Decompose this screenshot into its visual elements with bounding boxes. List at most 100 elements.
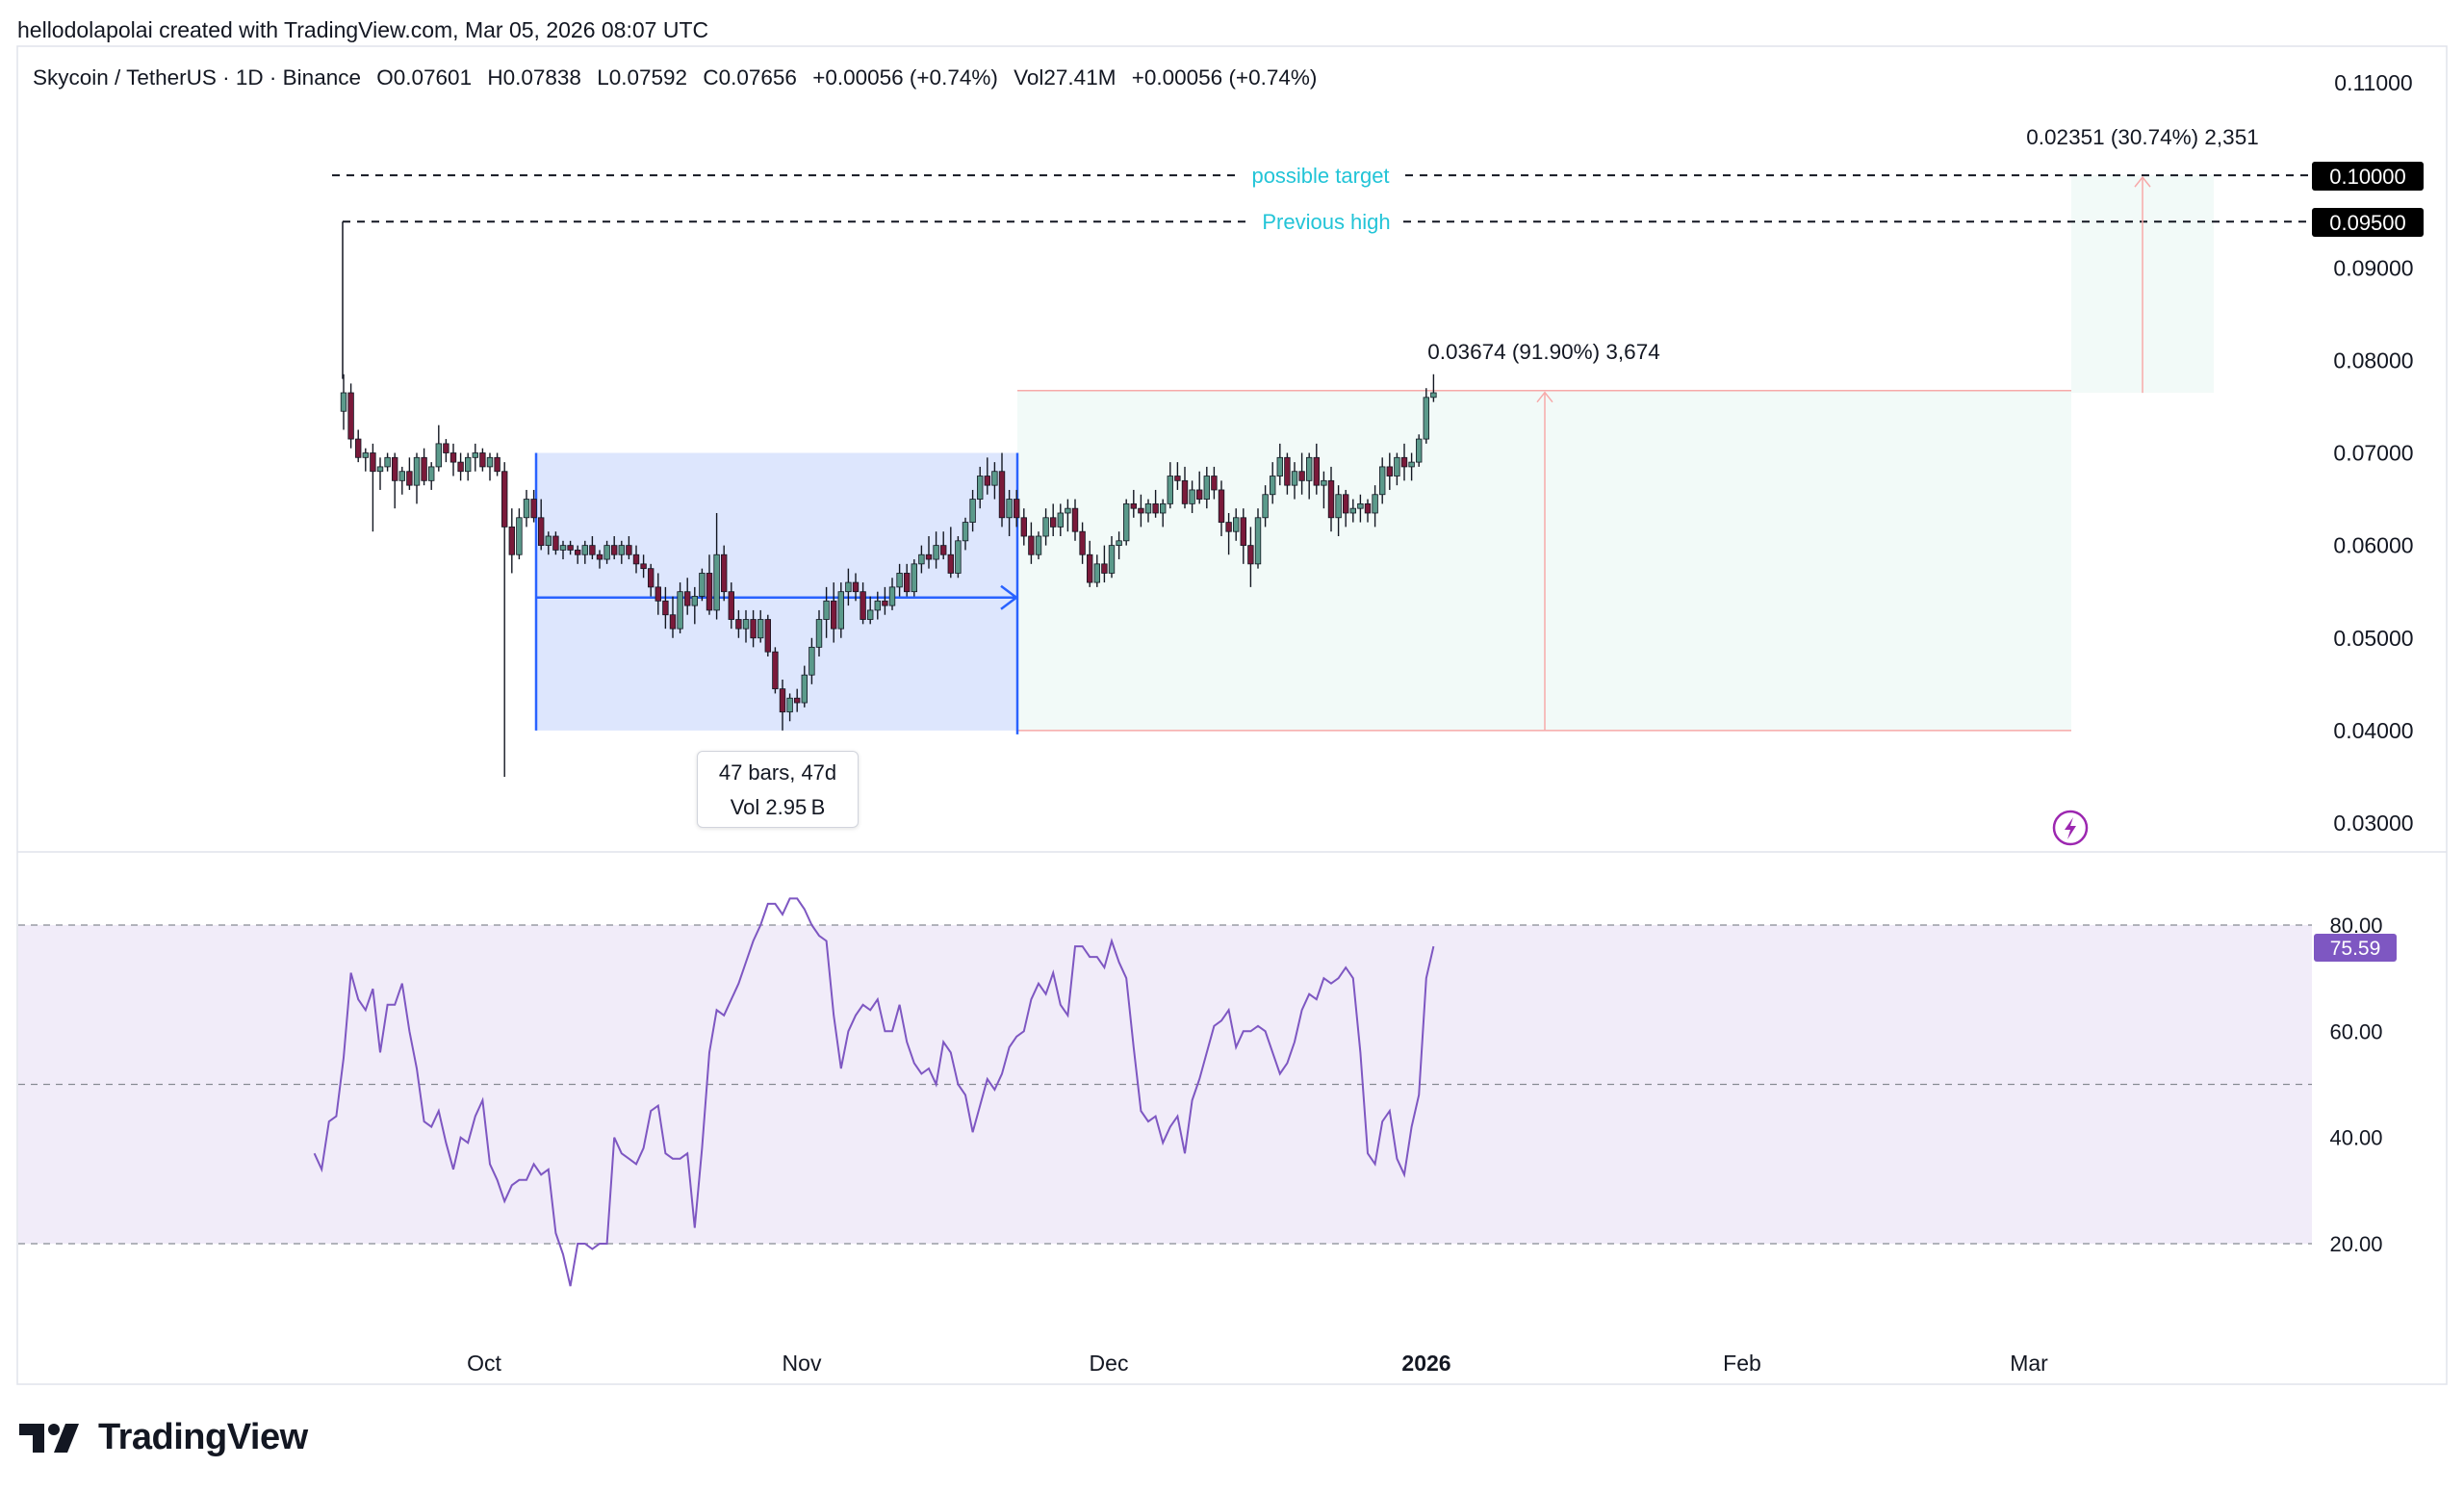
candle-body xyxy=(1254,517,1262,565)
horizontal-lines[interactable] xyxy=(332,174,2310,379)
candle-body xyxy=(713,553,720,611)
candle-body xyxy=(706,573,713,611)
candle-body xyxy=(640,563,647,570)
candle-body xyxy=(750,619,757,639)
candle-body xyxy=(626,545,632,555)
price-tick-label: 0.03000 xyxy=(2333,811,2413,836)
candle-body xyxy=(472,452,478,458)
candle-body xyxy=(1138,507,1144,514)
candle-body xyxy=(677,591,683,630)
candle-body xyxy=(896,573,903,588)
candle-body xyxy=(559,545,567,551)
candle-body xyxy=(1313,456,1320,486)
candle-body xyxy=(1335,494,1342,519)
candle-body xyxy=(991,471,998,486)
candle-body xyxy=(1071,507,1079,532)
candle-body xyxy=(1108,545,1116,574)
date-range-info-box: 47 bars, 47d Vol 2.95 B xyxy=(697,751,859,828)
candle-body xyxy=(691,596,698,606)
candle-body xyxy=(1291,471,1298,486)
candle-body xyxy=(1123,502,1130,542)
legend-symbol[interactable]: Skycoin / TetherUS · 1D · Binance xyxy=(33,65,361,90)
candle-body xyxy=(354,438,362,458)
candle-body xyxy=(735,619,742,630)
candle-body xyxy=(1020,517,1027,537)
measure-2-arrow-head xyxy=(2134,175,2151,188)
candle-body xyxy=(1430,392,1437,399)
candle-body xyxy=(443,443,449,453)
candle-body xyxy=(435,443,442,468)
candle-body xyxy=(1386,466,1393,476)
candle-body xyxy=(1160,502,1167,514)
rsi-band xyxy=(18,925,2312,1244)
price-axis[interactable]: 0.110000.100000.090000.080000.070000.060… xyxy=(2333,70,2413,836)
rsi-value-tag xyxy=(2314,934,2397,962)
measure-1-label: 0.03674 (91.90%) 3,674 xyxy=(1427,340,1659,364)
candle-body xyxy=(882,600,888,606)
lightning-icon[interactable] xyxy=(2052,810,2089,846)
candle-body xyxy=(1116,540,1122,547)
time-tick-label: Nov xyxy=(783,1351,822,1376)
candle-body xyxy=(1349,507,1356,514)
price-tag-target-text: 0.10000 xyxy=(2329,165,2406,189)
candle-body xyxy=(596,553,603,560)
candle-body xyxy=(742,619,750,630)
candle-body xyxy=(845,581,852,593)
candle-body xyxy=(654,586,661,602)
candle-body xyxy=(376,466,384,473)
candle-body xyxy=(1372,494,1378,514)
legend-open: O0.07601 xyxy=(376,65,473,90)
candle-body xyxy=(940,545,947,555)
rsi-pane: 80.00 60.00 40.00 20.00 xyxy=(18,897,2383,1287)
legend-volume: Vol27.41M xyxy=(1014,65,1116,90)
price-tick-label: 0.11000 xyxy=(2334,70,2412,95)
candle-body xyxy=(648,568,654,588)
tradingview-logo[interactable]: TradingView xyxy=(19,1417,308,1458)
price-tick-label: 0.06000 xyxy=(2333,533,2413,558)
candle-body xyxy=(684,591,691,606)
candle-body xyxy=(721,553,728,593)
measure-1-arrow-head xyxy=(1536,391,1553,403)
measure-arrows xyxy=(1536,175,2151,731)
candle-body xyxy=(384,456,391,468)
time-tick-label: Dec xyxy=(1090,1351,1129,1376)
candle-body xyxy=(632,553,640,565)
candle-body xyxy=(1306,456,1313,481)
candle-body xyxy=(340,392,347,412)
time-tick-label: Feb xyxy=(1723,1351,1761,1376)
legend-change: +0.00056 (+0.74%) xyxy=(812,65,998,90)
candle-body xyxy=(545,535,552,547)
candle-body xyxy=(421,456,427,481)
candle-body xyxy=(1298,471,1305,481)
candle-body xyxy=(1394,456,1400,476)
candle-body xyxy=(977,476,984,500)
candle-body xyxy=(1233,517,1240,532)
candle-body xyxy=(486,456,494,468)
time-axis[interactable]: Oct Nov Dec 2026 Feb Mar xyxy=(467,1351,2048,1376)
candle-body xyxy=(1196,489,1203,500)
candle-body xyxy=(479,452,486,468)
tradingview-logo-icon xyxy=(19,1423,79,1453)
candle-body xyxy=(1042,517,1049,537)
candle-body xyxy=(1057,512,1064,528)
candle-body xyxy=(1167,476,1173,504)
candle-body xyxy=(801,674,808,704)
candle-body xyxy=(449,452,457,463)
candle-body xyxy=(1343,494,1349,514)
symbol-legend: Skycoin / TetherUS · 1D · Binance O0.076… xyxy=(33,65,1326,90)
candle-body xyxy=(662,600,669,616)
candle-body xyxy=(1276,456,1283,476)
price-tick-label: 0.07000 xyxy=(2333,441,2413,466)
candlestick-series xyxy=(340,373,1437,777)
date-range-tool[interactable] xyxy=(534,452,1019,734)
candle-body xyxy=(860,591,866,620)
price-tick-label: 0.04000 xyxy=(2333,718,2413,743)
candle-body xyxy=(888,586,896,606)
candle-body xyxy=(852,581,860,593)
candle-body xyxy=(1152,502,1159,514)
candle-body xyxy=(581,545,588,555)
candle-body xyxy=(1364,502,1372,514)
rsi-value-tag-text: 75.59 xyxy=(2330,938,2381,960)
candle-body xyxy=(947,553,954,574)
